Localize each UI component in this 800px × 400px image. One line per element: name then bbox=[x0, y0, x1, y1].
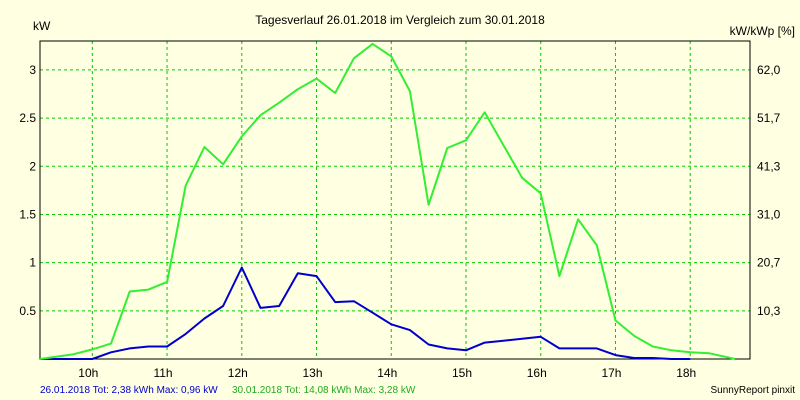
series-line-26-01-2018 bbox=[40, 266, 691, 360]
footer-series-30-01: 30.01.2018 Tot: 14,08 kWh Max: 3,28 kW bbox=[232, 385, 416, 396]
x-tick-label-12h: 12h bbox=[228, 366, 248, 380]
x-tick-label-18h: 18h bbox=[676, 366, 696, 380]
y-tick-label-left-2: 1.5 bbox=[19, 207, 36, 221]
y-tick-label-right-5: 62,0 bbox=[757, 63, 781, 77]
y-tick-label-right-1: 20,7 bbox=[757, 256, 781, 270]
x-tick-label-15h: 15h bbox=[452, 366, 472, 380]
series-line-30-01-2018 bbox=[39, 42, 736, 360]
y-tick-label-left-1: 1 bbox=[29, 256, 36, 270]
y-tick-label-right-3: 41,3 bbox=[757, 159, 781, 173]
x-tick-label-17h: 17h bbox=[601, 366, 621, 380]
plot-area-frame bbox=[39, 40, 751, 360]
x-tick-label-11h: 11h bbox=[153, 366, 172, 380]
y-tick-label-right-2: 31,0 bbox=[757, 207, 781, 221]
y-tick-label-left-5: 3 bbox=[29, 63, 36, 77]
y-tick-label-right-0: 10,3 bbox=[757, 304, 781, 318]
series-group bbox=[39, 42, 736, 360]
y-axis-ticks-right: 10,3 20,7 31,0 41,3 51,7 62,0 bbox=[757, 63, 781, 318]
x-axis-ticks: 10h 11h 12h 13h 14h 15h 16h 17h 18h bbox=[78, 366, 696, 380]
grid bbox=[40, 41, 750, 359]
y-tick-label-left-3: 2 bbox=[29, 159, 36, 173]
x-tick-label-10h: 10h bbox=[78, 366, 98, 380]
footer-brand: SunnyReport pinxit bbox=[711, 385, 796, 396]
y-tick-label-right-4: 51,7 bbox=[757, 111, 781, 125]
y-axis-label-right: kW/kWp [%] bbox=[730, 24, 795, 38]
x-tick-label-13h: 13h bbox=[303, 366, 323, 380]
x-tick-label-14h: 14h bbox=[377, 366, 397, 380]
y-tick-label-left-4: 2.5 bbox=[19, 111, 36, 125]
y-tick-label-left-0: 0.5 bbox=[19, 304, 36, 318]
footer-series-26-01: 26.01.2018 Tot: 2,38 kWh Max: 0,96 kW bbox=[40, 385, 218, 396]
y-axis-label-left: kW bbox=[33, 19, 51, 33]
y-axis-ticks-left: 0.5 1 1.5 2 2.5 3 bbox=[19, 63, 36, 318]
x-tick-label-16h: 16h bbox=[527, 366, 547, 380]
chart-title: Tagesverlauf 26.01.2018 im Vergleich zum… bbox=[255, 13, 545, 27]
